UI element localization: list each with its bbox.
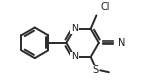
Text: N: N [118,38,125,48]
Text: N: N [71,24,78,33]
Text: S: S [92,65,99,75]
Text: Cl: Cl [100,2,110,12]
Text: N: N [71,52,78,61]
